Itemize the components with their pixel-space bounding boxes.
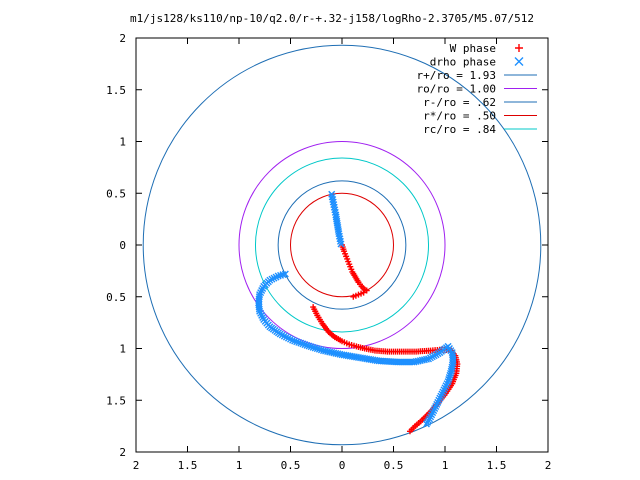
- x-tick-label-2: 1: [236, 459, 243, 472]
- x-tick-label-4: 0: [339, 459, 346, 472]
- y-tick-label-0: 2: [119, 32, 126, 45]
- y-tick-label-6: 1: [119, 343, 126, 356]
- legend-swatch-0: [515, 44, 523, 52]
- point-fill-1-21-6: [315, 345, 323, 353]
- x-tick-label-0: 2: [133, 459, 140, 472]
- series-0: [310, 242, 461, 435]
- y-tick-label-7: 1.5: [106, 394, 126, 407]
- point-fill-1-21-1: [305, 342, 313, 350]
- point-0-39: [406, 428, 413, 435]
- series-1: [255, 190, 457, 428]
- point-1-20: [289, 336, 297, 344]
- chart-title: m1/js128/ks110/np-10/q2.0/r-+.32-j158/lo…: [130, 12, 534, 25]
- legend-label-2: r+/ro = 1.93: [417, 69, 496, 82]
- point-fill-1-33-4: [445, 376, 453, 384]
- x-tick-label-1: 1.5: [178, 459, 198, 472]
- x-tick-label-6: 1: [442, 459, 449, 472]
- point-fill-1-33-2: [446, 371, 454, 379]
- x-tick-label-8: 2: [545, 459, 552, 472]
- point-fill-1-21-4: [311, 344, 319, 352]
- point-0-10: [363, 287, 370, 294]
- x-tick-label-5: 0.5: [384, 459, 404, 472]
- y-tick-label-8: 2: [119, 446, 126, 459]
- point-1-39: [422, 420, 430, 428]
- reference-circles: [142, 44, 542, 446]
- legend-label-0: W phase: [450, 42, 496, 55]
- circle-2: [277, 180, 407, 310]
- point-fill-1-15-3: [255, 305, 263, 313]
- circle-3: [290, 192, 394, 298]
- y-tick-label-2: 1: [119, 136, 126, 149]
- axis-ticks: 2 1.5 1 0.5 0 0.5 1 1.5 221.510.500.511.52: [106, 32, 551, 472]
- legend-label-3: ro/ro = 1.00: [417, 83, 496, 96]
- y-tick-label-1: 1.5: [106, 84, 126, 97]
- circle-4: [254, 157, 430, 333]
- point-fill-1-20-6: [301, 341, 309, 349]
- x-tick-label-3: 0.5: [281, 459, 301, 472]
- data-series: [255, 190, 461, 435]
- point-0-13: [350, 293, 357, 300]
- point-1-21: [303, 341, 311, 349]
- point-fill-1-20-5: [299, 340, 307, 348]
- y-tick-label-5: 0.5: [106, 291, 126, 304]
- point-fill-1-20-3: [295, 338, 303, 346]
- y-tick-label-3: 0.5: [106, 187, 126, 200]
- circle-1: [238, 141, 446, 349]
- point-fill-1-33-1: [447, 369, 455, 377]
- circle-0: [142, 44, 542, 446]
- point-fill-1-21-3: [309, 343, 317, 351]
- legend-label-5: r*/ro = .50: [423, 110, 496, 123]
- point-fill-1-21-5: [313, 345, 321, 353]
- x-tick-label-7: 1.5: [487, 459, 507, 472]
- y-tick-label-4: 0: [119, 239, 126, 252]
- point-fill-1-27-6: [422, 355, 430, 363]
- point-1-9: [337, 240, 345, 248]
- point-1-33: [447, 367, 455, 375]
- point-fill-1-20-2: [293, 338, 301, 346]
- point-fill-1-20-4: [297, 339, 305, 347]
- point-fill-1-21-2: [307, 343, 315, 351]
- legend-label-4: r-/ro = .62: [423, 96, 496, 109]
- legend-label-1: drho phase: [430, 56, 496, 69]
- point-fill-1-33-3: [445, 373, 453, 381]
- legend-label-6: rc/ro = .84: [423, 123, 496, 136]
- legend-swatch-1: [514, 57, 524, 66]
- point-fill-1-20-1: [291, 337, 299, 345]
